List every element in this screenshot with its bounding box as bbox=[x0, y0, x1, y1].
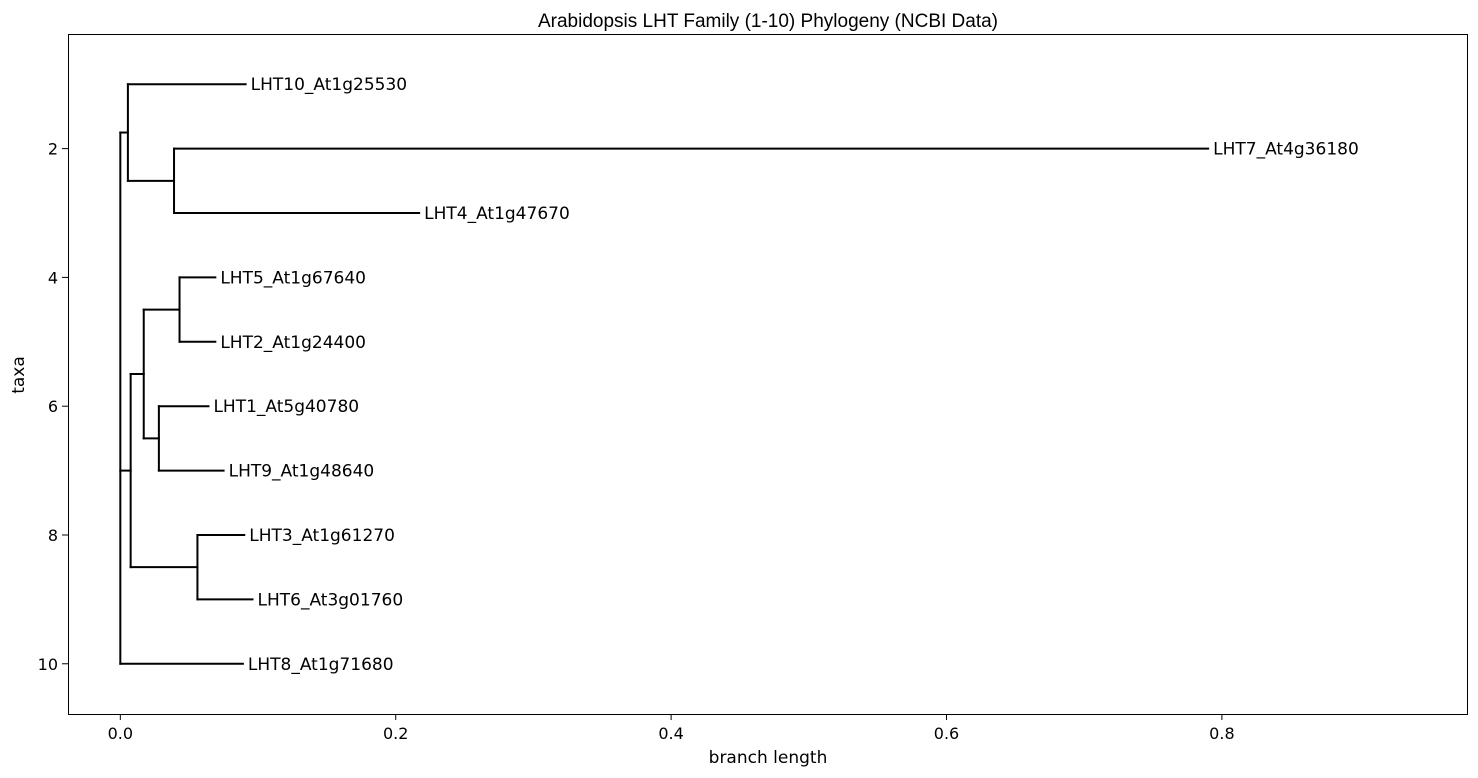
chart-title: Arabidopsis LHT Family (1-10) Phylogeny … bbox=[538, 11, 998, 32]
y-axis: 2 4 6 8 10 bbox=[38, 140, 68, 674]
leaf-label-9: LHT8_At1g71680 bbox=[248, 655, 394, 675]
leaf-label-7: LHT3_At1g61270 bbox=[249, 526, 395, 546]
leaf-label-5: LHT1_At5g40780 bbox=[213, 397, 359, 417]
x-tick-label-0: 0.0 bbox=[108, 724, 133, 743]
y-tick-label-3: 8 bbox=[48, 526, 58, 545]
leaf-label-1: LHT7_At4g36180 bbox=[1213, 140, 1359, 160]
leaf-labels: LHT10_At1g25530 LHT7_At4g36180 LHT4_At1g47… bbox=[213, 75, 1358, 675]
leaf-label-8: LHT6_At3g01760 bbox=[258, 590, 404, 610]
leaf-label-0: LHT10_At1g25530 bbox=[251, 75, 407, 95]
x-tick-label-3: 0.6 bbox=[934, 724, 959, 743]
y-tick-label-4: 10 bbox=[38, 655, 58, 674]
x-tick-label-1: 0.2 bbox=[383, 724, 408, 743]
leaf-label-4: LHT2_At1g24400 bbox=[220, 333, 366, 353]
x-tick-label-2: 0.4 bbox=[658, 724, 683, 743]
y-axis-label: taxa bbox=[9, 356, 29, 394]
y-tick-label-1: 4 bbox=[48, 268, 58, 287]
x-axis: 0.0 0.2 0.4 0.6 0.8 bbox=[108, 714, 1235, 743]
y-tick-label-0: 2 bbox=[48, 140, 58, 159]
leaf-label-2: LHT4_At1g47670 bbox=[424, 204, 570, 224]
leaf-label-3: LHT5_At1g67640 bbox=[220, 268, 366, 288]
y-tick-label-2: 6 bbox=[48, 397, 58, 416]
x-axis-label: branch length bbox=[709, 748, 828, 768]
tree-branches bbox=[119, 83, 1210, 665]
x-tick-label-4: 0.8 bbox=[1209, 724, 1234, 743]
leaf-label-6: LHT9_At1g48640 bbox=[229, 462, 375, 482]
plot-frame bbox=[68, 34, 1468, 715]
